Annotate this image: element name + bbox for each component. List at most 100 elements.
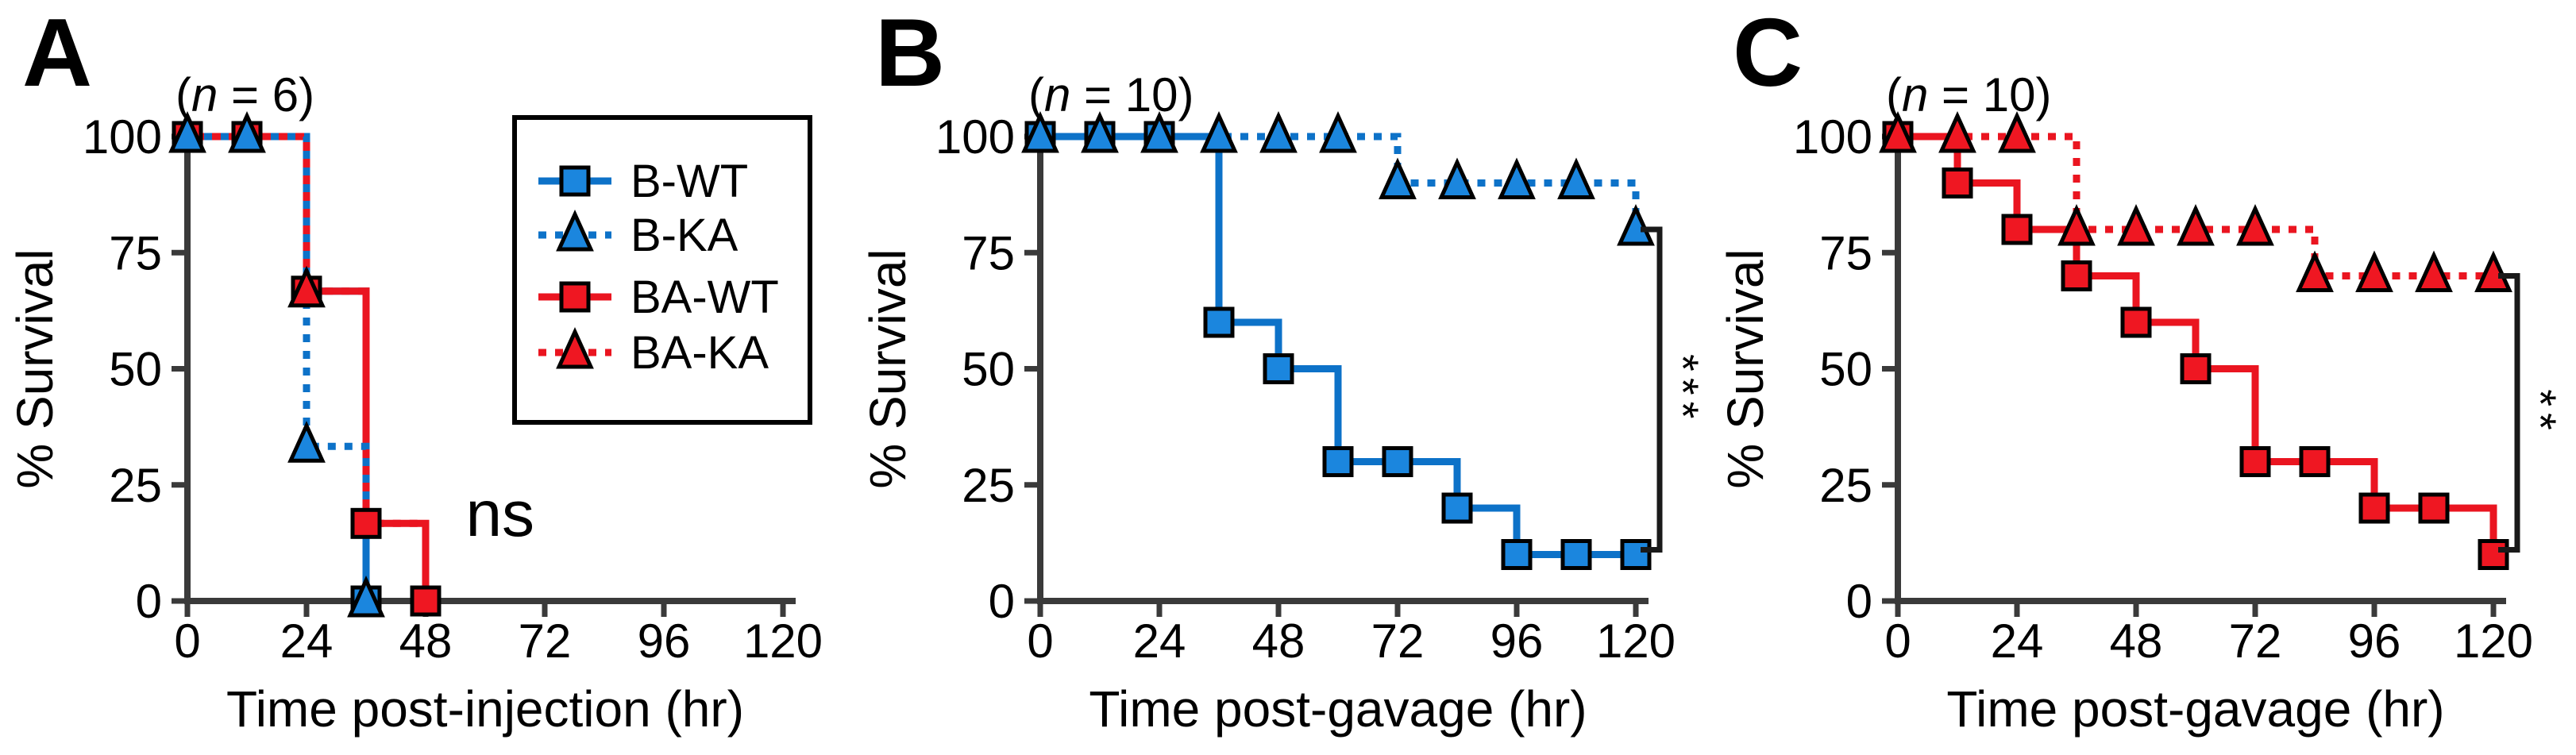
marker-triangle-BA-KA	[2236, 203, 2274, 246]
marker-triangle-BA-KA	[1938, 110, 1976, 153]
marker-square-B-WT	[1501, 539, 1533, 570]
marker-square-B-WT	[1441, 492, 1473, 524]
y-tick-label: 100	[935, 110, 1015, 164]
y-axis-title: % Survival	[1717, 248, 1774, 488]
significance-bracket	[1641, 226, 1663, 553]
legend-entry-BA-WT: BA-WT	[538, 272, 779, 323]
panel-letter: C	[1733, 0, 1803, 106]
marker-triangle-B-KA	[1438, 157, 1476, 199]
significance-stars: **	[2516, 389, 2566, 437]
y-tick-label: 0	[136, 575, 162, 628]
marker-square-BA-WT	[410, 585, 442, 617]
marker-triangle-B-KA	[168, 110, 206, 153]
series-line-BA-WT	[1898, 133, 2497, 555]
y-tick-label: 100	[1793, 110, 1872, 164]
marker-triangle-B-KA	[1557, 157, 1595, 199]
y-tick-label: 50	[962, 343, 1015, 396]
marker-triangle-BA-KA	[1998, 110, 2036, 153]
marker-square-B-WT	[1620, 539, 1652, 570]
n-label-rest: = 6)	[218, 68, 314, 121]
marker-triangle-BA-KA	[2415, 250, 2453, 292]
marker-triangle-BA-KA	[1879, 110, 1917, 153]
marker-triangle-BA-KA	[2474, 250, 2512, 292]
y-tick-label: 50	[1819, 343, 1872, 396]
y-tick-label: 75	[962, 226, 1015, 279]
x-tick-label: 0	[174, 614, 200, 668]
n-label-var: n	[191, 68, 218, 121]
panel-letter: A	[22, 0, 92, 106]
panel-B: 0 24 48 72 96 120 0 25 50 75 100 Time post-gavage (…	[859, 0, 1708, 738]
series-line-B-WT	[187, 133, 370, 601]
x-tick-label: 48	[2110, 614, 2163, 668]
x-tick-label: 96	[2348, 614, 2401, 668]
marker-square-BA-WT	[1942, 168, 1973, 198]
y-tick-label: 0	[989, 575, 1015, 628]
marker-square-BA-WT	[2239, 446, 2271, 477]
marker-square-BA-WT	[2418, 492, 2450, 524]
marker-square-B-WT	[1560, 539, 1592, 570]
significance-bracket	[2498, 273, 2520, 553]
marker-triangle-BA-KA	[2355, 250, 2393, 292]
significance-text: ns	[465, 478, 534, 550]
legend-marker-square	[559, 281, 591, 313]
legend-label: BA-WT	[631, 272, 779, 323]
series-line-B-KA	[187, 133, 370, 601]
marker-triangle-BA-KA	[2296, 250, 2334, 292]
marker-triangle-B-KA	[1379, 157, 1417, 199]
n-label-var: n	[1044, 68, 1070, 121]
x-tick-label: 120	[1596, 614, 1676, 668]
x-tick-label: 96	[638, 614, 691, 668]
legend-label: B-KA	[631, 210, 738, 261]
y-tick-label: 25	[109, 459, 162, 512]
legend-label: B-WT	[631, 156, 748, 207]
marker-square-B-WT	[1203, 306, 1235, 338]
marker-triangle-BA-KA	[2177, 203, 2215, 246]
legend-entry-B-WT: B-WT	[538, 156, 748, 207]
x-axis-title: Time post-gavage (hr)	[1089, 680, 1587, 738]
marker-square-BA-WT	[2061, 260, 2092, 291]
n-label-open: (	[1028, 68, 1044, 121]
y-tick-label: 0	[1846, 575, 1872, 628]
x-tick-label: 24	[1991, 614, 2044, 668]
x-tick-label: 120	[2454, 614, 2533, 668]
y-tick-label: 100	[83, 110, 162, 164]
significance-stars: ***	[1658, 354, 1708, 425]
panel-n-label: (n = 10)	[1886, 68, 2051, 121]
marker-triangle-B-KA	[347, 575, 385, 618]
legend-marker-square	[559, 165, 591, 197]
y-tick-label: 25	[962, 459, 1015, 512]
x-axis-title: Time post-injection (hr)	[226, 680, 744, 738]
marker-triangle-B-KA	[1021, 110, 1059, 153]
marker-triangle-B-KA	[287, 421, 326, 463]
n-label-rest: = 10)	[1928, 68, 2051, 121]
y-tick-label: 50	[109, 343, 162, 396]
marker-triangle-BA-KA	[2117, 203, 2155, 246]
x-tick-label: 24	[280, 614, 334, 668]
y-tick-label: 25	[1819, 459, 1872, 512]
legend-label: BA-KA	[631, 327, 769, 379]
marker-triangle-B-KA	[1140, 110, 1178, 153]
marker-triangle-B-KA	[1498, 157, 1536, 199]
marker-square-BA-WT	[2478, 539, 2509, 570]
x-axis-title: Time post-gavage (hr)	[1946, 680, 2444, 738]
n-label-rest: = 10)	[1070, 68, 1194, 121]
x-tick-label: 0	[1027, 614, 1053, 668]
series-line-B-WT	[1040, 133, 1636, 558]
panel-A: 0 24 48 72 96 120 0 25 50 75 100 Time post-injectio…	[6, 0, 823, 738]
x-tick-label: 0	[1884, 614, 1911, 668]
y-tick-label: 75	[109, 226, 162, 279]
marker-square-BA-WT	[350, 507, 382, 539]
x-tick-label: 24	[1133, 614, 1186, 668]
n-label-var: n	[1902, 68, 1928, 121]
x-tick-label: 72	[2229, 614, 2282, 668]
marker-triangle-BA-KA	[2057, 203, 2096, 246]
marker-triangle-B-KA	[1319, 110, 1357, 153]
panel-C: 0 24 48 72 96 120 0 25 50 75 100 Time post-gavage (…	[1717, 0, 2566, 738]
x-tick-label: 120	[743, 614, 823, 668]
x-tick-label: 72	[519, 614, 572, 668]
marker-triangle-B-KA	[228, 110, 266, 153]
marker-square-BA-WT	[2299, 446, 2331, 477]
marker-triangle-B-KA	[1259, 110, 1298, 153]
n-label-open: (	[175, 68, 191, 121]
